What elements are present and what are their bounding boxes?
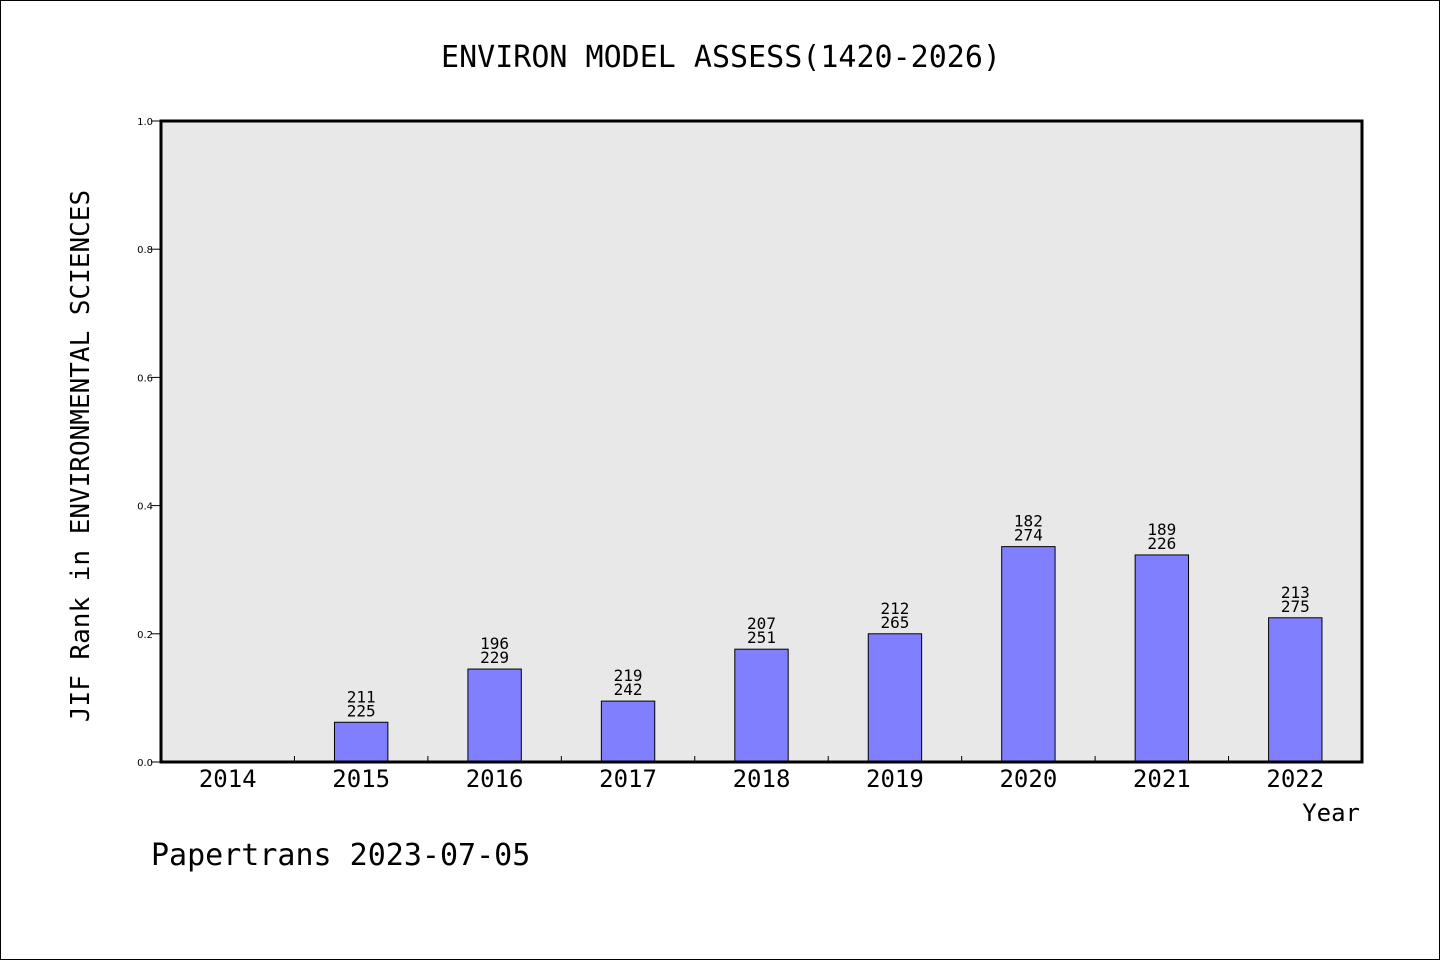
y-tick-label: 0.6 — [137, 373, 153, 384]
bar-total-label: 274 — [1014, 526, 1043, 545]
y-tick-label: 0.0 — [137, 758, 153, 769]
bar-total-label: 226 — [1147, 534, 1176, 553]
bar-rank-label: 196 — [480, 634, 509, 653]
plot-border — [159, 119, 1364, 764]
bar — [1268, 617, 1323, 763]
x-tick-label: 2018 — [733, 765, 791, 793]
bar — [1134, 554, 1190, 763]
bar-total-label: 251 — [747, 628, 776, 647]
x-tick-label: 2022 — [1266, 765, 1324, 793]
x-tick-label: 2015 — [332, 765, 390, 793]
bar — [1001, 546, 1056, 763]
bar-rank-label: 213 — [1281, 583, 1310, 602]
y-axis-label: JIF Rank in ENVIRONMENTAL SCIENCES — [66, 190, 96, 722]
x-tick-label: 2014 — [199, 765, 257, 793]
x-tick-label: 2020 — [999, 765, 1057, 793]
bar-rank-label: 182 — [1014, 512, 1043, 531]
x-tick-label: 2021 — [1133, 765, 1191, 793]
footer-credit: Papertrans 2023-07-05 — [151, 838, 530, 873]
x-tick-label: 2017 — [599, 765, 657, 793]
bar-rank-label: 189 — [1147, 520, 1176, 539]
bar-rank-label: 211 — [347, 687, 376, 706]
bar-rank-label: 212 — [880, 599, 909, 618]
bar-rank-label: 219 — [614, 666, 643, 685]
x-axis-label: Year — [1302, 799, 1360, 827]
bar — [467, 668, 522, 763]
bar — [333, 721, 389, 763]
y-tick-label: 1.0 — [137, 117, 153, 128]
bar-total-label: 225 — [347, 701, 376, 720]
bar — [600, 700, 656, 763]
bar-total-label: 229 — [480, 648, 509, 667]
bar-total-label: 265 — [880, 613, 909, 632]
bar-total-label: 275 — [1281, 597, 1310, 616]
chart-title: ENVIRON MODEL ASSESS(1420-2026) — [441, 40, 1001, 75]
y-tick-label: 0.4 — [137, 502, 153, 513]
ticks-group: 0.0 0.2 0.4 0.6 0.8 1.0 2014 2015 2016 2017 2018 20… — [137, 117, 1324, 793]
bar-rank-label: 207 — [747, 614, 776, 633]
bar — [867, 633, 923, 763]
y-tick-label: 0.2 — [137, 630, 153, 641]
x-tick-label: 2016 — [466, 765, 524, 793]
x-tick-label: 2019 — [866, 765, 924, 793]
bar-total-label: 242 — [614, 680, 643, 699]
y-tick-label: 0.8 — [137, 245, 153, 256]
bar — [734, 648, 789, 763]
